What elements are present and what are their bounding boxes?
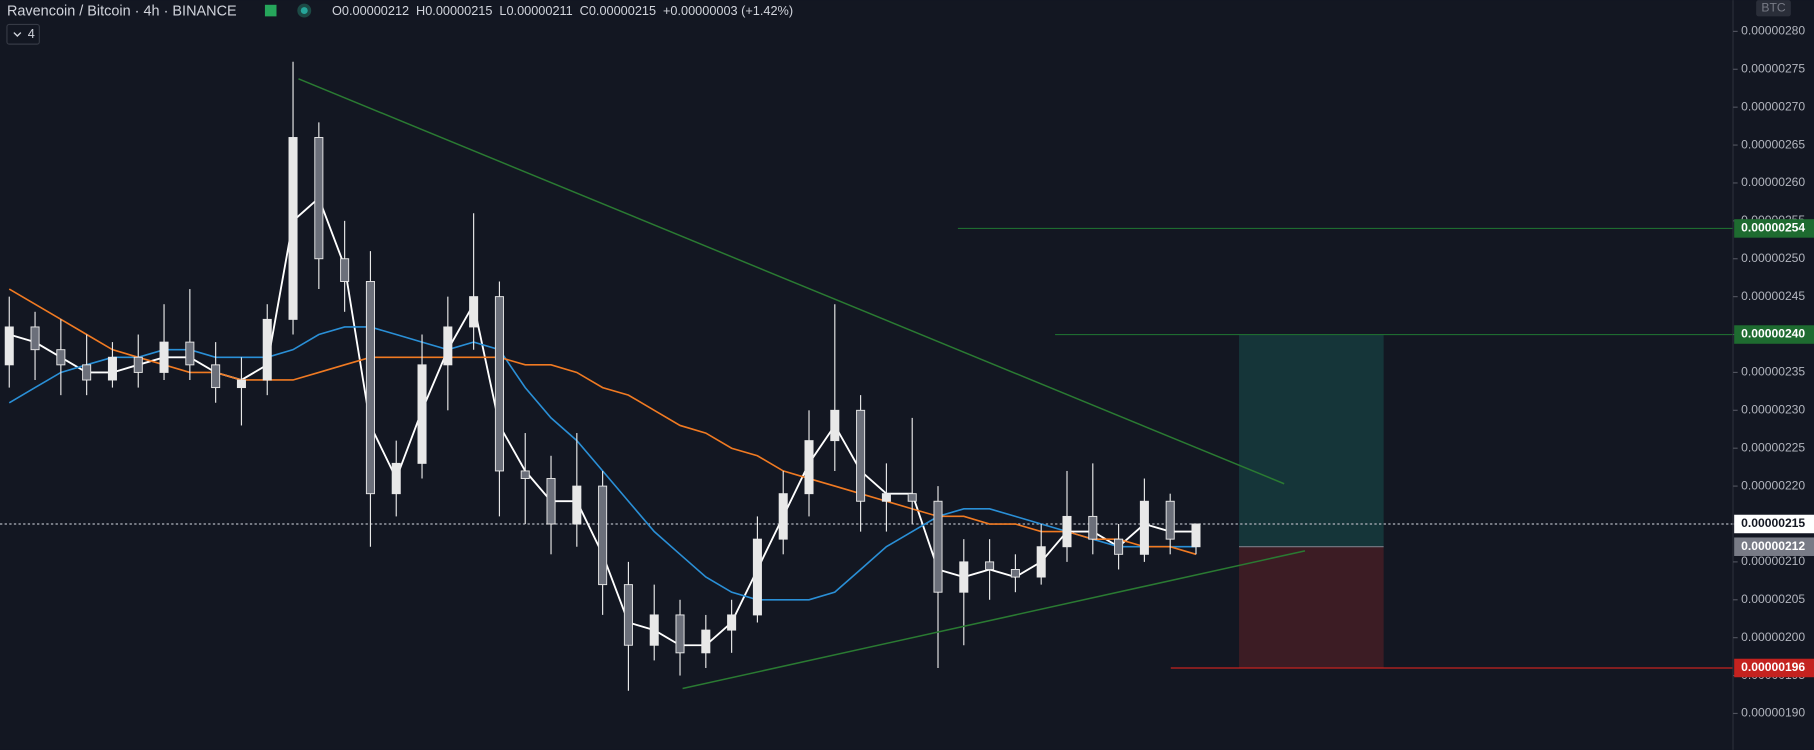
candle-body xyxy=(778,493,788,540)
y-tick-label: 0.00000225 xyxy=(1741,440,1805,454)
candle-body xyxy=(340,258,350,282)
moving-average xyxy=(8,288,1197,556)
ohlc-values: O0.00000212 H0.00000215 L0.00000211 C0.0000… xyxy=(332,3,793,18)
candle-body xyxy=(1036,546,1046,578)
ohlc-value: H0.00000215 xyxy=(416,3,492,18)
candle-body xyxy=(314,137,324,260)
loss-zone xyxy=(1239,546,1384,668)
candle-body xyxy=(262,318,272,381)
candle-body xyxy=(701,629,711,654)
status-dot-inner xyxy=(300,7,308,15)
price-badge xyxy=(1734,514,1814,534)
price-badge-label: 0.00000196 xyxy=(1741,660,1805,674)
candle-body xyxy=(675,614,685,654)
price-badge xyxy=(1734,658,1814,678)
y-tick-label: 0.00000200 xyxy=(1741,630,1805,644)
trend-line xyxy=(298,78,1285,485)
y-tick-label: 0.00000275 xyxy=(1741,61,1805,75)
y-tick-label: 0.00000280 xyxy=(1741,24,1805,38)
flag-icon[interactable] xyxy=(264,4,277,17)
ohlc-value: L0.00000211 xyxy=(499,3,572,18)
candle-body xyxy=(82,364,92,381)
candle-body xyxy=(959,561,969,593)
candle-body xyxy=(520,470,530,479)
candle-body xyxy=(4,326,14,366)
candle-body xyxy=(985,561,995,570)
candle-body xyxy=(804,440,814,495)
y-tick-label: 0.00000220 xyxy=(1741,478,1805,492)
price-axis xyxy=(1733,0,1814,750)
price-badge xyxy=(1734,537,1814,556)
ohlc-value: C0.00000215 xyxy=(580,3,656,18)
candle-body xyxy=(107,356,117,381)
price-badges: 0.00000254 0.00000240 0.00000215 0.00000212… xyxy=(1734,219,1814,678)
price-badge xyxy=(1734,219,1814,238)
candle-body xyxy=(933,500,943,593)
candle-body xyxy=(598,485,608,586)
candle-body xyxy=(1010,569,1020,578)
y-tick-label: 0.00000250 xyxy=(1741,251,1805,265)
price-badge-label: 0.00000215 xyxy=(1741,516,1805,530)
ohlc-value: O0.00000212 xyxy=(332,3,409,18)
candle-body xyxy=(159,341,169,373)
candle-body xyxy=(623,584,633,646)
candle-body xyxy=(288,137,298,320)
candle-body xyxy=(907,493,917,502)
candle-body xyxy=(572,485,582,525)
candle-body xyxy=(727,614,737,631)
indicator-count: 4 xyxy=(28,26,35,41)
candle-body xyxy=(830,409,840,442)
candle-body xyxy=(752,538,762,616)
candle-body xyxy=(546,478,556,525)
currency-label: BTC xyxy=(1761,0,1785,14)
price-badge-label: 0.00000240 xyxy=(1741,327,1805,341)
profit-zone xyxy=(1239,334,1384,547)
candle-body xyxy=(1165,500,1175,540)
candle-body xyxy=(649,614,659,646)
candle-body xyxy=(417,364,427,464)
plot-area xyxy=(0,61,1734,691)
candle-body xyxy=(56,349,66,366)
candle-body xyxy=(443,326,453,366)
y-tick-label: 0.00000235 xyxy=(1741,365,1805,379)
indicator-toggle[interactable] xyxy=(6,23,40,45)
y-tick-label: 0.00000190 xyxy=(1741,706,1805,720)
candle-body xyxy=(185,341,195,366)
moving-average xyxy=(8,326,1196,601)
candle-body xyxy=(133,356,143,373)
candle-body xyxy=(881,493,891,502)
candle-body xyxy=(469,296,479,328)
candle-body xyxy=(1088,515,1098,540)
y-tick-label: 0.00000270 xyxy=(1741,99,1805,113)
candle-body xyxy=(30,326,40,351)
candle-body xyxy=(365,281,375,495)
price-badge-label: 0.00000254 xyxy=(1741,221,1805,235)
price-change: +0.00000003 (+1.42%) xyxy=(663,3,793,18)
symbol-title: Ravencoin / Bitcoin · 4h · BINANCE xyxy=(7,4,237,20)
candle-body xyxy=(391,462,401,495)
y-tick-label: 0.00000205 xyxy=(1741,592,1805,606)
price-badge xyxy=(1734,325,1814,344)
chevron-icon xyxy=(13,32,22,38)
candle-body xyxy=(1062,515,1072,548)
y-tick-label: 0.00000245 xyxy=(1741,289,1805,303)
candle-body xyxy=(211,364,221,389)
candle-body xyxy=(236,379,246,389)
currency-box xyxy=(1756,0,1791,17)
trend-line xyxy=(682,550,1306,690)
y-tick-label: 0.00000260 xyxy=(1741,175,1805,189)
candle-body xyxy=(1114,538,1124,555)
candle-body xyxy=(856,409,866,502)
candle-body xyxy=(1139,500,1149,555)
y-tick-label: 0.00000265 xyxy=(1741,137,1805,151)
candle-body xyxy=(494,296,504,472)
y-tick-label: 0.00000230 xyxy=(1741,403,1805,417)
candle-body xyxy=(1191,523,1201,548)
y-tick-label: 0.00000210 xyxy=(1741,554,1805,568)
price-badge-label: 0.00000212 xyxy=(1741,539,1805,553)
